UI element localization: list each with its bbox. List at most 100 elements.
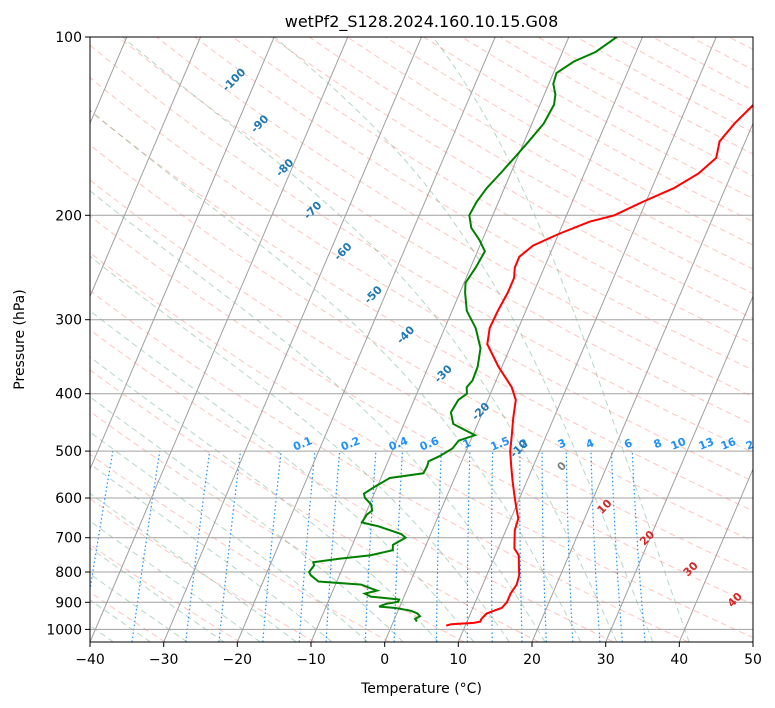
label-layer: 0.10.20.40.611.52346810131620253036-100-… [220, 65, 775, 609]
moist-adiabat [90, 109, 582, 642]
isotherm-label: -90 [248, 112, 271, 135]
isotherm [236, 37, 496, 642]
moist-adiabat [273, 37, 654, 642]
moist-adiabat [90, 520, 261, 642]
mixing-ratio-line [519, 451, 523, 642]
mixing-ratio-line [218, 451, 242, 642]
plot-frame [89, 36, 754, 643]
isotherm-label: -20 [469, 400, 492, 423]
mixing-ratio-label: 1 [461, 436, 473, 451]
moist-adiabat [90, 492, 297, 642]
mixing-ratio-label: 20 [744, 435, 763, 453]
mixing-ratio-label: 25 [768, 435, 775, 453]
y-tick-label: 400 [55, 387, 82, 403]
isotherm-label: -100 [220, 65, 249, 94]
dry-adiabat [194, 37, 753, 371]
isotherm-label: 30 [681, 559, 701, 579]
mixing-ratio-line [490, 451, 494, 642]
isotherm-label: -70 [301, 199, 324, 222]
dry-adiabat [90, 44, 753, 453]
mixing-ratio-line [590, 451, 601, 642]
y-tick-label: 900 [55, 595, 82, 611]
x-tick-label: 10 [449, 652, 467, 668]
moist-adiabat [90, 431, 369, 642]
dry-adiabat [90, 369, 540, 642]
mixing-ratio-label: 3 [556, 436, 568, 451]
mixing-ratio-label: 8 [652, 436, 664, 451]
x-tick-label: 40 [670, 652, 688, 668]
isotherm [90, 37, 349, 642]
dry-adiabat [90, 252, 753, 639]
moist-adiabat [90, 573, 188, 642]
mixing-ratio-label: 4 [584, 436, 596, 451]
dry-adiabat [537, 37, 753, 155]
y-tick-label: 600 [55, 491, 82, 507]
y-tick-label: 1000 [46, 622, 82, 638]
y-axis-label: Pressure (hPa) [12, 289, 28, 389]
dry-adiabat [347, 37, 753, 270]
isotherm-label: -60 [331, 240, 354, 263]
dry-adiabat [90, 215, 753, 606]
moist-adiabat [122, 37, 618, 642]
moist-adiabat [90, 463, 333, 642]
moist-adiabat [90, 547, 225, 642]
isotherm [605, 295, 753, 642]
dry-adiabat [90, 179, 753, 573]
mixing-ratio-line [90, 450, 114, 594]
mixing-ratio-line [325, 451, 341, 642]
x-tick-label: −40 [75, 652, 105, 668]
mixing-ratio-line [262, 451, 282, 642]
moist-adiabat [90, 356, 439, 642]
dewpoint-profile-line [307, 37, 618, 623]
series-layer [307, 37, 753, 627]
isotherm [163, 37, 422, 642]
isotherm-label: -80 [273, 156, 296, 179]
mixing-ratio-label: 16 [719, 435, 738, 453]
isotherm [384, 37, 643, 642]
dry-adiabat [690, 37, 753, 71]
y-tick-label: 800 [55, 565, 82, 581]
chart-title: wetPf2_S128.2024.160.10.15.G08 [285, 12, 559, 32]
dry-adiabat [423, 37, 753, 223]
moist-adiabat [90, 190, 546, 642]
mixing-ratio-line [393, 451, 404, 642]
isotherm [678, 467, 753, 642]
mixing-ratio-line [565, 451, 574, 642]
temperature-profile-line [445, 103, 753, 627]
mixing-ratio-label: 13 [697, 435, 716, 453]
dry-adiabat [652, 37, 753, 91]
dry-adiabat [461, 37, 753, 200]
y-tick-label: 200 [55, 208, 82, 224]
mixing-ratio-label: 2 [518, 436, 530, 451]
isotherm-label: 0 [555, 459, 570, 474]
dry-adiabat [308, 37, 753, 295]
dry-adiabat [90, 453, 390, 642]
isotherm [310, 37, 570, 642]
x-tick-label: 0 [380, 652, 389, 668]
mixing-ratio-line [466, 451, 471, 642]
dry-adiabat [576, 37, 753, 133]
dry-adiabat [767, 37, 775, 642]
dry-adiabat [270, 37, 753, 320]
y-tick-label: 100 [55, 30, 82, 46]
isotherm-label: -40 [394, 323, 417, 346]
x-tick-label: 30 [597, 652, 615, 668]
dry-adiabat [90, 498, 315, 642]
mixing-ratio-label: 10 [669, 435, 688, 453]
moist-adiabat [90, 310, 475, 642]
mixing-ratio-line [631, 451, 646, 642]
moist-adiabat [432, 37, 690, 642]
isotherm-label: -30 [432, 362, 455, 385]
dry-adiabat [90, 543, 241, 642]
mixing-ratio-line [185, 451, 211, 642]
dry-adiabat [232, 37, 753, 345]
grid-layer [90, 37, 753, 642]
dry-adiabat [90, 110, 753, 512]
moist-adiabat [90, 255, 510, 642]
y-tick-label: 500 [55, 444, 82, 460]
dry-adiabat [90, 329, 614, 642]
x-tick-label: 20 [523, 652, 541, 668]
dry-adiabat [90, 76, 753, 482]
